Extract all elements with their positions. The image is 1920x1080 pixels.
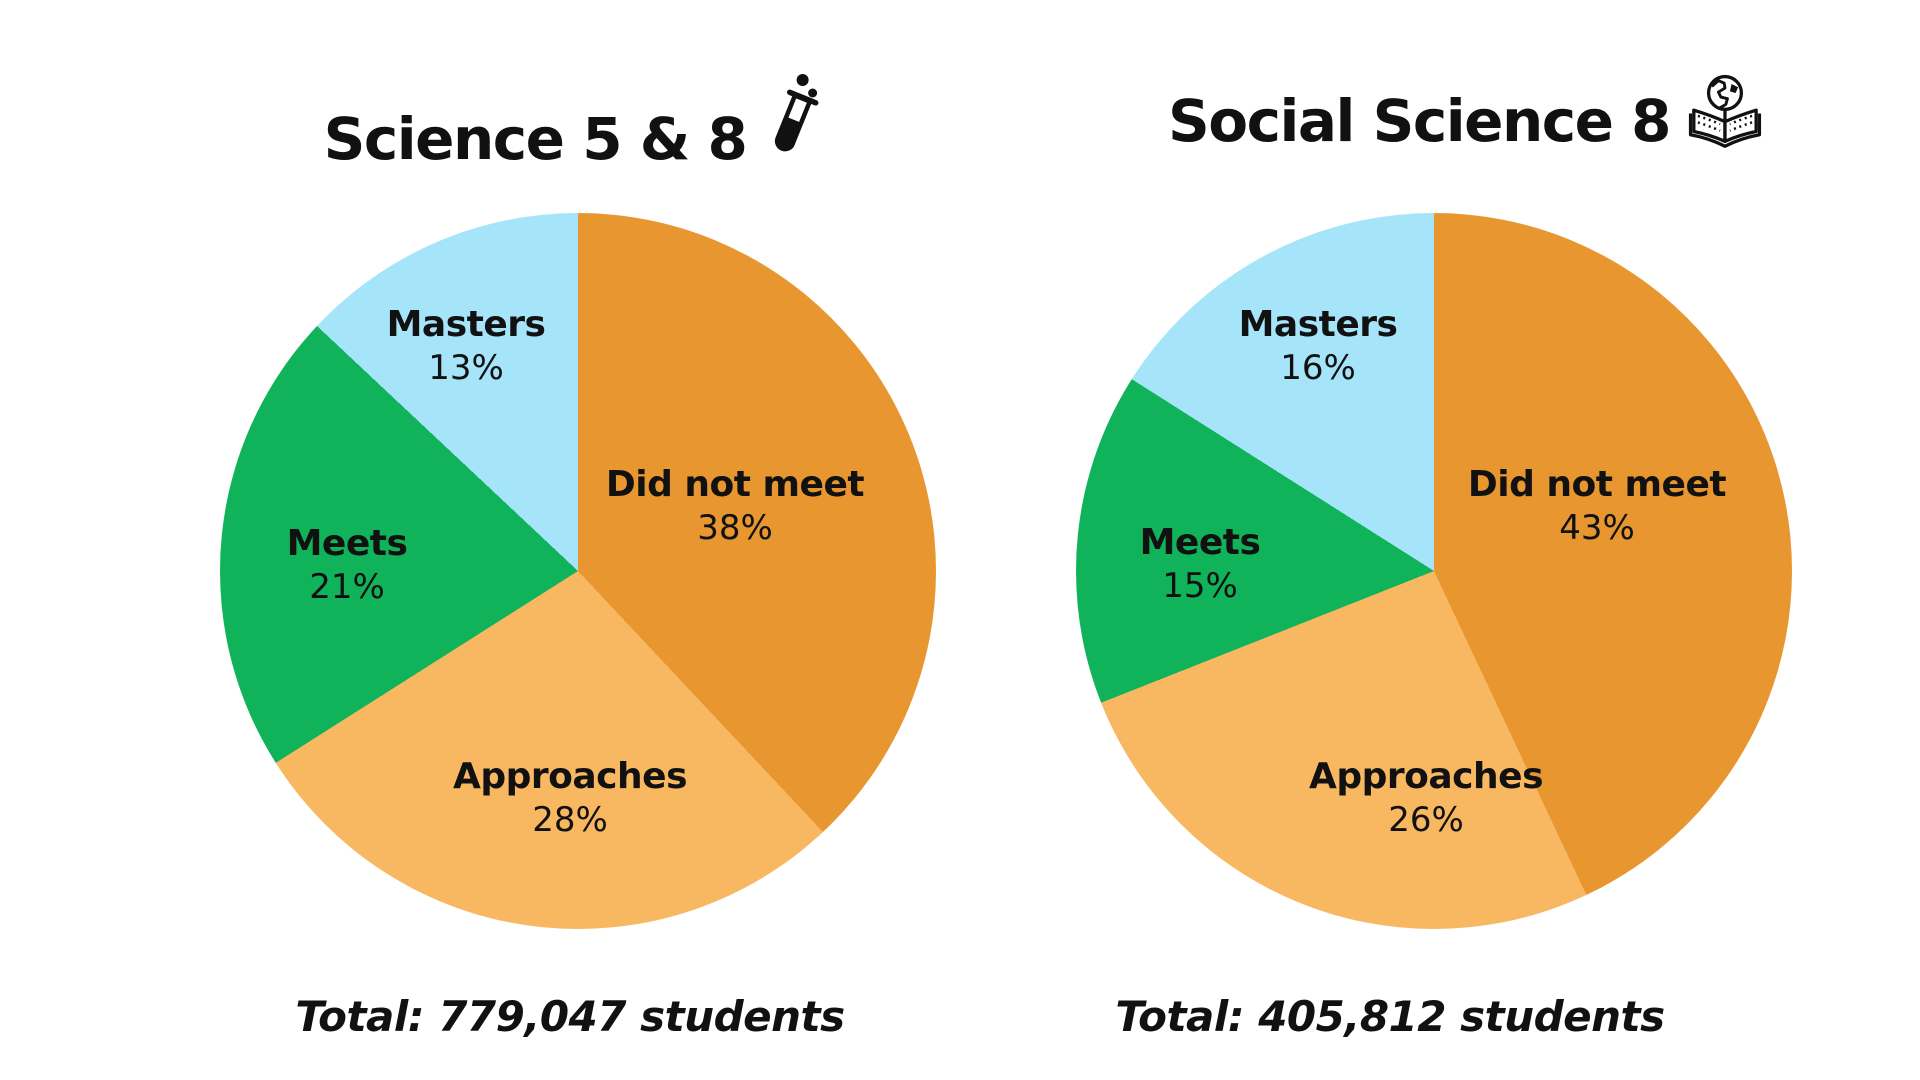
science-total-text: Total: 779,047 students [295,992,845,1041]
book-globe-icon [1688,74,1762,148]
slice-label-meets: Meets 21% [287,522,408,608]
test-tube-icon [774,74,819,152]
slice-category: Did not meet [605,464,865,505]
slice-percent: 16% [1280,348,1356,388]
slice-percent: 13% [428,348,504,388]
slice-label-approaches: Approaches 28% [453,755,688,841]
slice-percent: 26% [1388,800,1464,840]
slice-percent: 28% [532,800,608,840]
social-total-text: Total: 405,812 students [1115,992,1665,1041]
social-science-pie: Did not meet 43% Approaches 26% Meets 15… [1076,213,1792,929]
slice-label-masters: Masters 13% [387,303,546,389]
social-chart-title: Social Science 8 [1167,87,1672,155]
social-chart-header: Social Science 8 [1168,72,1766,150]
slice-category: Approaches [1309,756,1544,797]
slice-label-approaches: Approaches 26% [1309,755,1544,841]
slice-category: Approaches [453,756,688,797]
slice-label-masters: Masters 16% [1239,303,1398,389]
science-pie: Did not meet 38% Approaches 28% Meets 21… [220,213,936,929]
science-chart-title: Science 5 & 8 [323,105,748,173]
slice-category: Meets [286,523,408,564]
slice-category: Masters [386,304,546,345]
slice-percent: 15% [1162,566,1238,606]
slice-label-did-not-meet: Did not meet 38% [605,463,865,549]
slice-label-meets: Meets 15% [1140,521,1261,607]
slice-percent: 38% [697,508,773,548]
slice-percent: 43% [1559,508,1635,548]
slice-percent: 21% [309,567,385,607]
slice-category: Did not meet [1467,464,1727,505]
slice-category: Masters [1238,304,1398,345]
slice-category: Meets [1139,522,1261,563]
slice-label-did-not-meet: Did not meet 43% [1467,463,1727,549]
science-chart-header: Science 5 & 8 [324,72,819,168]
